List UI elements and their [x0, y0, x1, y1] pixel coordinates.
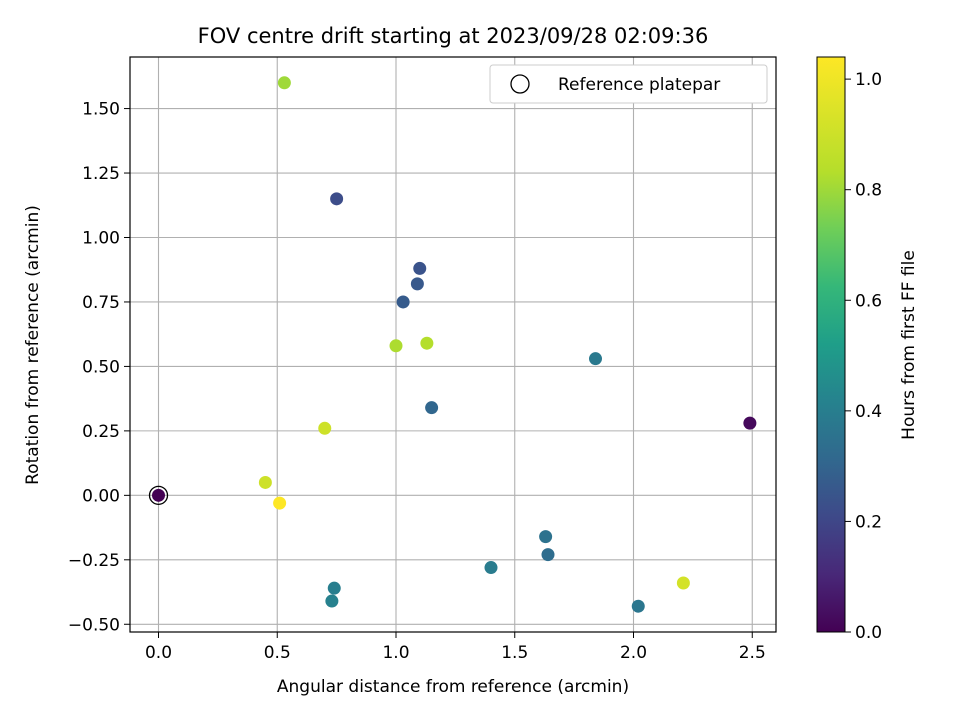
y-tick-label: 0.25: [82, 422, 120, 442]
colorbar-tick-label: 0.6: [855, 291, 882, 311]
scatter-point: [327, 581, 341, 595]
scatter-point: [396, 295, 410, 309]
y-tick-label: 0.75: [82, 293, 120, 313]
y-tick-label: 1.25: [82, 164, 120, 184]
scatter-point: [325, 594, 339, 608]
scatter-point: [484, 561, 498, 575]
scatter-point: [425, 401, 439, 415]
axis-ticks: 0.0 0.5 1.0 1.5 2.0 2.5 −0.50 −0.25 0.00 0.25 0.50…: [68, 100, 766, 663]
scatter-point: [258, 475, 272, 489]
scatter-point: [330, 192, 344, 206]
y-tick-label: 0.50: [82, 357, 120, 377]
scatter-point: [631, 599, 645, 613]
plot-area-frame: [129, 56, 777, 633]
legend-entry-reference: Reference platepar: [558, 75, 720, 95]
scatter-point: [410, 277, 424, 291]
scatter-point: [277, 76, 291, 90]
scatter-point: [589, 352, 602, 366]
scatter-point: [676, 576, 690, 590]
scatter-point: [273, 496, 287, 510]
legend: Reference platepar: [489, 64, 768, 104]
y-tick-label: 1.00: [82, 228, 120, 248]
colorbar: 0.0 0.2 0.4 0.6 0.8 1.0 Hours from first FF f…: [816, 56, 919, 643]
scatter-point: [743, 416, 757, 430]
chart-title: FOV centre drift starting at 2023/09/28 …: [198, 24, 709, 48]
colorbar-ticks: 0.0 0.2 0.4 0.6 0.8 1.0: [845, 70, 882, 643]
y-tick-label: −0.25: [68, 551, 120, 571]
scatter-point: [152, 488, 165, 502]
y-tick-label: 1.50: [82, 100, 120, 120]
reference-platepar-marker: [148, 485, 169, 505]
y-tick-label: 0.00: [82, 486, 120, 506]
colorbar-gradient: [816, 56, 846, 633]
scatter-point: [539, 530, 553, 544]
scatter-point: [318, 421, 332, 435]
colorbar-label: Hours from first FF file: [899, 250, 919, 440]
x-tick-label: 1.5: [501, 643, 528, 663]
scatter-point: [541, 548, 555, 562]
x-tick-label: 2.5: [739, 643, 766, 663]
grid-lines: [130, 57, 776, 632]
x-tick-label: 0.5: [264, 643, 291, 663]
scatter-point: [413, 261, 427, 275]
scatter-point: [389, 339, 403, 353]
x-tick-label: 2.0: [620, 643, 647, 663]
legend-box: [489, 64, 768, 104]
y-axis-label: Rotation from reference (arcmin): [23, 205, 43, 485]
colorbar-tick-label: 0.2: [855, 512, 882, 532]
y-tick-label: −0.50: [68, 615, 120, 635]
legend-marker-ring: [510, 74, 530, 94]
x-axis-label: Angular distance from reference (arcmin): [277, 677, 629, 697]
x-tick-label: 0.0: [145, 643, 172, 663]
colorbar-tick-label: 0.0: [855, 623, 882, 643]
scatter-point: [420, 336, 434, 350]
x-tick-label: 1.0: [382, 643, 409, 663]
colorbar-tick-label: 1.0: [855, 70, 882, 90]
colorbar-tick-label: 0.8: [855, 181, 882, 201]
colorbar-tick-label: 0.4: [855, 402, 882, 422]
data-points: [148, 76, 757, 613]
